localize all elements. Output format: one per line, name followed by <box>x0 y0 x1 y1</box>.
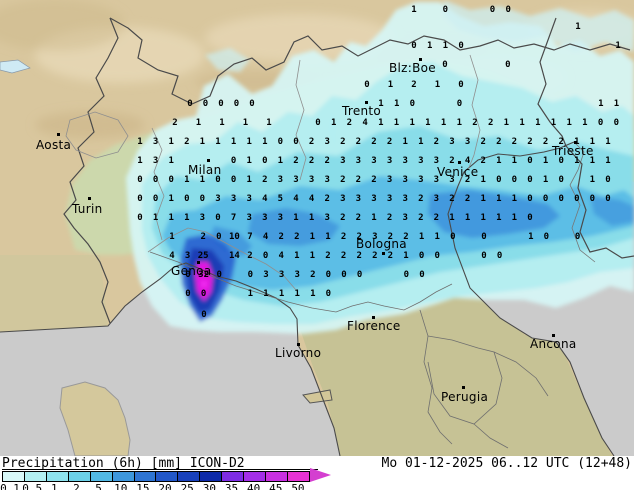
legend-bar: Precipitation (6h) [mm] ICON-D2 Mo 01-12… <box>0 456 634 490</box>
scale-label-30: 30 <box>202 482 216 490</box>
scale-label-35: 35 <box>224 482 239 490</box>
lake-geneva <box>0 59 31 74</box>
colorbar-segment-35 <box>222 472 245 481</box>
scale-label-25: 25 <box>180 482 194 490</box>
scale-label-15: 15 <box>136 482 150 490</box>
island-corsica <box>59 381 131 456</box>
terrain-tuscany <box>297 282 612 456</box>
colorbar-segment-30 <box>200 472 223 481</box>
scale-label-2: 2 <box>73 482 80 490</box>
colorbar-segment-45 <box>266 472 288 481</box>
colorbar-segment-0.5 <box>24 472 47 481</box>
colorbar-segment-0.1 <box>3 472 25 481</box>
scale-label-0.1: 0.1 <box>0 482 20 490</box>
scale-label-5: 5 <box>95 482 102 490</box>
scale-label-0.5: 0.5 <box>22 482 43 490</box>
terrain-provence <box>0 255 108 332</box>
colorbar-segment-10 <box>112 472 135 481</box>
colorbar-segment-50 <box>287 472 309 481</box>
region-borders <box>65 54 549 449</box>
precipitation-overlay <box>126 0 634 334</box>
colorbar-segment-20 <box>156 472 179 481</box>
coastlines <box>0 141 615 456</box>
scale-label-10: 10 <box>114 482 128 490</box>
island-elba <box>302 389 333 404</box>
colorbar-segment-40 <box>244 472 267 481</box>
colorbar-segment-25 <box>178 472 201 481</box>
colorbar-segment-2 <box>68 472 91 481</box>
legend-colorbar <box>2 471 310 482</box>
scale-label-40: 40 <box>247 482 261 490</box>
colorbar-segment-1 <box>46 472 69 481</box>
national-borders <box>63 17 634 324</box>
colorbar-arrow-icon <box>310 468 331 482</box>
legend-title: Precipitation (6h) [mm] ICON-D2 <box>2 456 318 471</box>
scale-label-50: 50 <box>291 482 305 490</box>
colorbar-segment-15 <box>134 472 157 481</box>
scale-label-45: 45 <box>269 482 283 490</box>
legend-datetime: Mo 01-12-2025 06..12 UTC (12+48) <box>381 456 632 471</box>
map-graphics <box>0 0 634 456</box>
scale-label-20: 20 <box>158 482 172 490</box>
colorbar-segment-5 <box>90 472 113 481</box>
scale-label-1: 1 <box>50 482 58 490</box>
